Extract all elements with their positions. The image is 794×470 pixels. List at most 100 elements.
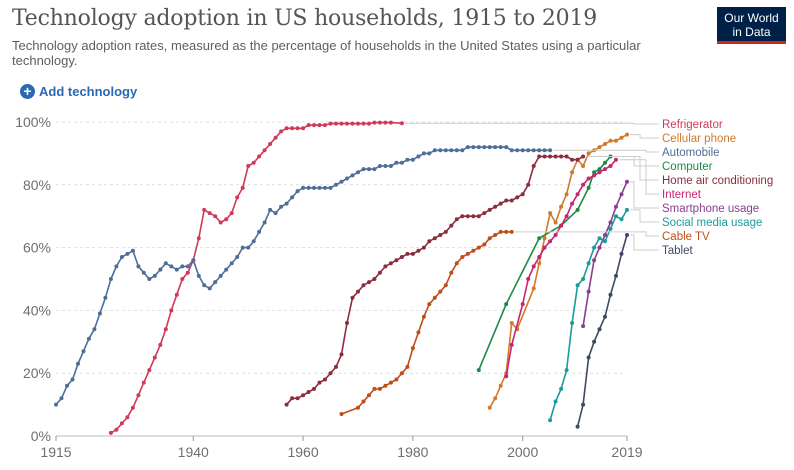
legend-item-computer[interactable]: Computer bbox=[662, 161, 713, 173]
series-automobile[interactable] bbox=[54, 145, 553, 407]
series-internet[interactable] bbox=[504, 157, 618, 379]
data-point bbox=[65, 383, 69, 388]
series-smartphone-usage[interactable] bbox=[581, 179, 629, 329]
series-social-media-usage[interactable] bbox=[548, 207, 629, 423]
series-refrigerator[interactable] bbox=[108, 120, 404, 435]
data-point bbox=[586, 185, 591, 190]
data-point bbox=[284, 201, 289, 206]
legend-item-automobile[interactable]: Automobile bbox=[662, 147, 720, 159]
data-point bbox=[548, 239, 553, 244]
legend-item-internet[interactable]: Internet bbox=[662, 189, 702, 201]
data-point bbox=[542, 236, 547, 241]
series-tablet[interactable] bbox=[575, 233, 629, 429]
data-point bbox=[597, 167, 602, 172]
data-point bbox=[394, 160, 399, 165]
data-point bbox=[586, 355, 591, 360]
data-point bbox=[564, 192, 569, 197]
add-technology-button[interactable]: + Add technology bbox=[20, 84, 137, 99]
data-point bbox=[619, 251, 624, 256]
series-line bbox=[478, 155, 612, 371]
data-point bbox=[394, 258, 399, 263]
series-computer[interactable] bbox=[476, 154, 613, 373]
data-point bbox=[317, 123, 322, 128]
legend-item-cable-tv[interactable]: Cable TV bbox=[662, 231, 710, 243]
data-point bbox=[405, 251, 410, 256]
data-point bbox=[465, 145, 470, 150]
data-point bbox=[460, 148, 465, 153]
series-cellular-phone[interactable] bbox=[487, 132, 629, 410]
data-point bbox=[218, 273, 223, 278]
legend-item-smartphone-usage[interactable]: Smartphone usage bbox=[662, 203, 759, 215]
y-tick-label: 100% bbox=[15, 114, 51, 130]
data-point bbox=[416, 248, 421, 253]
legend-item-home-air-conditioning[interactable]: Home air conditioning bbox=[662, 175, 773, 187]
data-point bbox=[119, 421, 124, 426]
data-point bbox=[542, 148, 547, 153]
axes: 0% 20% 40% 60% 80% 100% 1915 1940 1960 1980 2000 20… bbox=[15, 114, 643, 460]
data-point bbox=[301, 126, 306, 131]
data-point bbox=[377, 270, 382, 275]
data-point bbox=[625, 179, 629, 184]
legend-item-refrigerator[interactable]: Refrigerator bbox=[662, 119, 723, 131]
data-point bbox=[509, 342, 514, 347]
data-point bbox=[427, 302, 432, 307]
data-point bbox=[119, 255, 124, 259]
data-point bbox=[614, 138, 618, 143]
data-point bbox=[614, 273, 618, 278]
series-home-air-conditioning[interactable] bbox=[284, 154, 586, 407]
data-point bbox=[301, 393, 306, 398]
data-point bbox=[240, 245, 245, 250]
data-point bbox=[592, 173, 597, 178]
data-point bbox=[487, 207, 492, 212]
data-point bbox=[141, 270, 146, 275]
data-point bbox=[509, 321, 514, 325]
data-point bbox=[86, 336, 91, 341]
data-point bbox=[345, 176, 349, 181]
data-point bbox=[328, 121, 333, 126]
data-point bbox=[136, 393, 141, 398]
data-point bbox=[361, 167, 366, 172]
data-point bbox=[460, 255, 465, 259]
data-point bbox=[581, 402, 586, 407]
data-point bbox=[570, 321, 575, 325]
data-point bbox=[625, 207, 629, 212]
data-point bbox=[361, 121, 366, 126]
series-lines bbox=[54, 120, 629, 435]
data-point bbox=[152, 355, 157, 360]
data-point bbox=[592, 170, 597, 175]
data-point bbox=[202, 283, 207, 288]
data-point bbox=[306, 123, 311, 128]
data-point bbox=[257, 229, 262, 234]
legend-item-social-media-usage[interactable]: Social media usage bbox=[662, 217, 762, 229]
data-point bbox=[224, 217, 229, 222]
data-point bbox=[147, 368, 152, 373]
x-tick-label: 1980 bbox=[397, 444, 428, 460]
data-point bbox=[350, 295, 355, 300]
data-point bbox=[471, 145, 476, 150]
data-point bbox=[537, 154, 542, 159]
data-point bbox=[526, 148, 531, 153]
data-point bbox=[493, 145, 498, 150]
data-point bbox=[586, 176, 591, 181]
data-point bbox=[295, 189, 300, 194]
owid-logo[interactable]: Our World in Data bbox=[717, 7, 786, 44]
data-point bbox=[141, 380, 146, 385]
data-point bbox=[246, 245, 251, 250]
data-point bbox=[273, 211, 278, 216]
data-point bbox=[537, 148, 542, 153]
data-point bbox=[509, 148, 514, 153]
data-point bbox=[410, 346, 415, 351]
legend-item-tablet[interactable]: Tablet bbox=[662, 245, 693, 257]
series-line bbox=[55, 146, 551, 406]
data-point bbox=[487, 145, 492, 150]
series-cable-tv[interactable] bbox=[339, 229, 514, 416]
data-point bbox=[388, 120, 393, 125]
data-point bbox=[334, 121, 338, 126]
data-point bbox=[597, 145, 602, 150]
data-point bbox=[218, 220, 223, 225]
data-point bbox=[427, 239, 432, 244]
legend-item-cellular-phone[interactable]: Cellular phone bbox=[662, 133, 736, 145]
x-tick-label: 1960 bbox=[287, 444, 318, 460]
data-point bbox=[81, 349, 86, 354]
